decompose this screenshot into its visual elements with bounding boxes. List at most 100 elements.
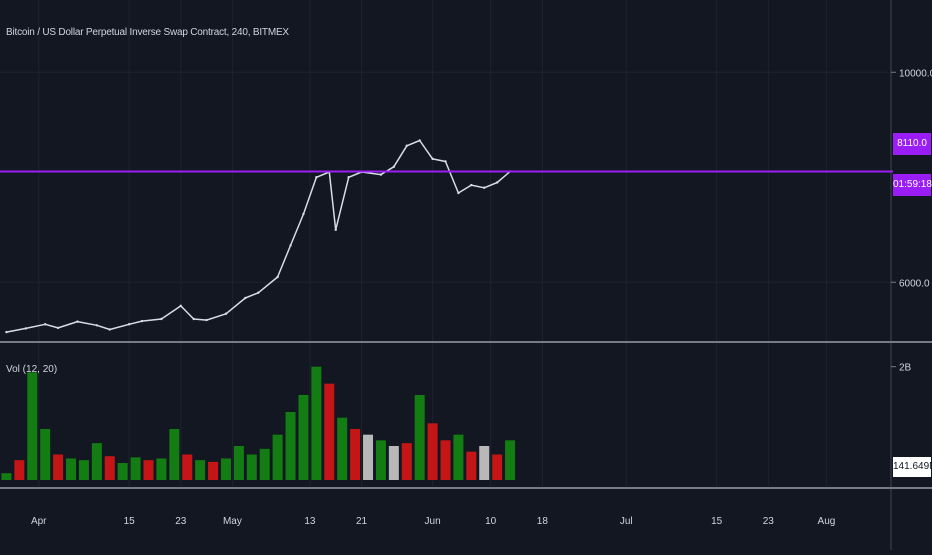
volume-bar (363, 434, 374, 480)
volume-bar (220, 458, 231, 480)
volume-bar (375, 440, 386, 480)
price-point (224, 312, 228, 315)
volume-bar (453, 434, 464, 480)
grid-lines (0, 0, 891, 486)
price-point (276, 275, 279, 279)
volume-last-label: 141.649M (893, 457, 931, 477)
price-point (470, 183, 473, 187)
volume-bar (259, 448, 270, 480)
volume-bar (388, 446, 399, 480)
volume-bar (285, 412, 296, 480)
volume-bar (246, 454, 257, 480)
volume-tick-label: 2B (899, 363, 912, 374)
time-tick-label: 10 (485, 516, 497, 527)
volume-bar (505, 440, 516, 480)
volume-bar (324, 383, 335, 480)
volume-bar (272, 434, 283, 480)
time-tick-label: Jun (425, 516, 441, 527)
price-point (56, 326, 60, 330)
price-point (418, 139, 421, 142)
price-line (6, 139, 511, 333)
time-tick-label: 23 (763, 516, 775, 527)
price-point (379, 173, 383, 176)
price-point (179, 304, 182, 308)
volume-indicator-title[interactable]: Vol (12, 20) (6, 364, 58, 375)
time-tick-label: 23 (175, 516, 187, 527)
volume-bar (492, 454, 503, 480)
volume-bar (66, 458, 77, 480)
volume-bar (182, 454, 193, 480)
volume-bar (14, 460, 25, 480)
price-tick-label: 10000.0 (899, 68, 932, 79)
volume-bar (479, 446, 490, 480)
price-tick-label: 6000.0 (899, 278, 930, 289)
volume-bar (233, 446, 244, 480)
time-tick-label: 18 (537, 516, 549, 527)
price-point (495, 181, 499, 184)
volume-bar (27, 372, 38, 480)
volume-bar (208, 461, 219, 480)
symbol-title[interactable]: Bitcoin / US Dollar Perpetual Inverse Sw… (6, 27, 289, 38)
volume-bar (401, 443, 412, 480)
volume-bar (414, 395, 425, 480)
volume-bar (427, 423, 438, 480)
volume-bar (298, 395, 309, 480)
price-point (160, 317, 163, 321)
price-point (108, 328, 111, 331)
time-tick-label: Apr (31, 516, 47, 527)
volume-bar (169, 429, 180, 480)
volume-bars (1, 366, 516, 480)
time-tick-label: Aug (818, 516, 836, 527)
volume-bar (195, 460, 206, 480)
volume-bar (91, 443, 102, 480)
time-tick-label: 15 (124, 516, 136, 527)
price-point (315, 176, 318, 179)
volume-bar (130, 457, 141, 480)
price-point (95, 324, 99, 327)
price-point (444, 160, 447, 163)
volume-bar (53, 454, 64, 480)
price-point (192, 317, 195, 321)
last-price-label: 8110.0 (893, 133, 931, 155)
volume-bar (156, 458, 167, 480)
bar-countdown-label: 01:59:18 (893, 174, 932, 196)
time-tick-label: Jul (620, 516, 633, 527)
volume-bar (78, 460, 89, 480)
price-point (405, 144, 408, 147)
price-point (457, 191, 460, 195)
price-point (392, 165, 396, 168)
volume-bar (1, 473, 12, 480)
price-point (347, 176, 350, 179)
price-point (289, 244, 292, 247)
volume-bar (440, 440, 451, 480)
price-point (431, 157, 434, 161)
volume-bar (466, 451, 477, 480)
price-point (43, 323, 47, 326)
time-axis[interactable]: Apr 15 23 May 13 21 Jun 10 18 Jul 15 23 Aug (31, 516, 835, 527)
price-point (76, 320, 79, 323)
price-axis[interactable]: 10000.0 6000.0 (891, 68, 932, 289)
volume-bar (117, 463, 128, 480)
price-point (334, 228, 337, 231)
volume-bar (143, 460, 154, 480)
time-tick-label: 21 (356, 516, 368, 527)
price-point (205, 318, 208, 322)
time-tick-label: 13 (304, 516, 316, 527)
price-series (5, 139, 512, 334)
price-point (257, 291, 260, 294)
price-point (24, 327, 28, 330)
price-point (140, 319, 144, 323)
time-tick-label: 15 (711, 516, 723, 527)
price-point (244, 296, 247, 300)
volume-bar (337, 417, 348, 480)
volume-axis[interactable]: 2B (891, 363, 912, 374)
price-point (483, 186, 486, 189)
price-point (127, 323, 131, 326)
volume-bar (104, 456, 115, 480)
price-point (302, 212, 305, 216)
volume-bar (311, 366, 322, 480)
volume-bar (350, 429, 361, 480)
volume-bar (40, 429, 51, 480)
